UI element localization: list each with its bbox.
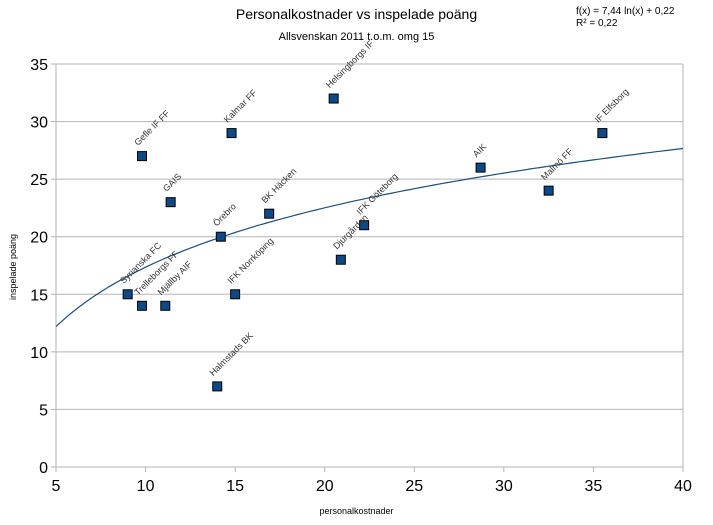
data-point xyxy=(230,289,241,300)
data-point xyxy=(212,381,223,392)
x-tick-label: 15 xyxy=(226,478,244,495)
data-label: Kalmar FF xyxy=(222,87,259,124)
data-point xyxy=(359,220,370,231)
data-label: IFK Göteborg xyxy=(354,171,399,216)
data-labels: Gefle IF FF Kalmar FF GAIS BK Häcken Örebro H… xyxy=(118,38,631,378)
data-point xyxy=(597,128,608,139)
trendline-r2: R² = 0,22 xyxy=(576,18,618,29)
x-tick-label: 40 xyxy=(674,478,692,495)
data-label: AIK xyxy=(471,142,488,159)
data-point xyxy=(264,208,275,219)
data-point xyxy=(136,151,147,162)
y-tick-label: 15 xyxy=(30,287,48,304)
data-label: Djurgården xyxy=(331,213,370,252)
data-label: Örebro xyxy=(211,201,238,228)
chart-subtitle: Allsvenskan 2011 t.o.m. omg 15 xyxy=(278,31,435,43)
y-tick-label: 20 xyxy=(30,230,48,247)
x-tick-label: 35 xyxy=(585,478,603,495)
data-label: IF Elfsborg xyxy=(593,87,631,125)
data-point xyxy=(328,93,339,104)
trendline-group xyxy=(55,147,684,328)
x-tick-label: 5 xyxy=(52,478,61,495)
y-tick-label: 10 xyxy=(30,345,48,362)
data-label: Malmö FF xyxy=(539,146,575,182)
data-label: Gefle IF FF xyxy=(132,108,172,148)
y-tick-label: 25 xyxy=(30,172,48,189)
data-point xyxy=(136,300,147,311)
data-label: GAIS xyxy=(161,171,183,193)
data-point xyxy=(335,254,346,265)
y-tick-label: 35 xyxy=(30,57,48,74)
x-tick-label: 20 xyxy=(316,478,334,495)
trendline-legend: f(x) = 7,44 ln(x) + 0,22 R² = 0,22 xyxy=(576,6,674,30)
x-tick-label: 10 xyxy=(137,478,155,495)
data-point xyxy=(226,128,237,139)
data-point xyxy=(122,289,133,300)
y-tick-label: 0 xyxy=(39,460,48,477)
data-point xyxy=(543,185,554,196)
data-label: IFK Norrköping xyxy=(225,236,275,286)
data-point xyxy=(160,300,171,311)
x-tick-label: 30 xyxy=(495,478,513,495)
chart-title: Personalkostnader vs inspelade poäng xyxy=(235,6,478,22)
trendline xyxy=(55,147,684,328)
data-point xyxy=(215,231,226,242)
data-point xyxy=(475,162,486,173)
data-label: Halmstads BK xyxy=(208,330,255,377)
y-tick-label: 30 xyxy=(30,115,48,132)
x-axis-label: personalkostnader xyxy=(319,506,394,516)
data-points xyxy=(122,93,608,392)
x-tick-label: 25 xyxy=(405,478,423,495)
data-label: BK Häcken xyxy=(260,166,299,205)
data-point xyxy=(165,197,176,208)
trendline-equation: f(x) = 7,44 ln(x) + 0,22 xyxy=(576,6,675,17)
y-tick-label: 5 xyxy=(39,402,48,419)
